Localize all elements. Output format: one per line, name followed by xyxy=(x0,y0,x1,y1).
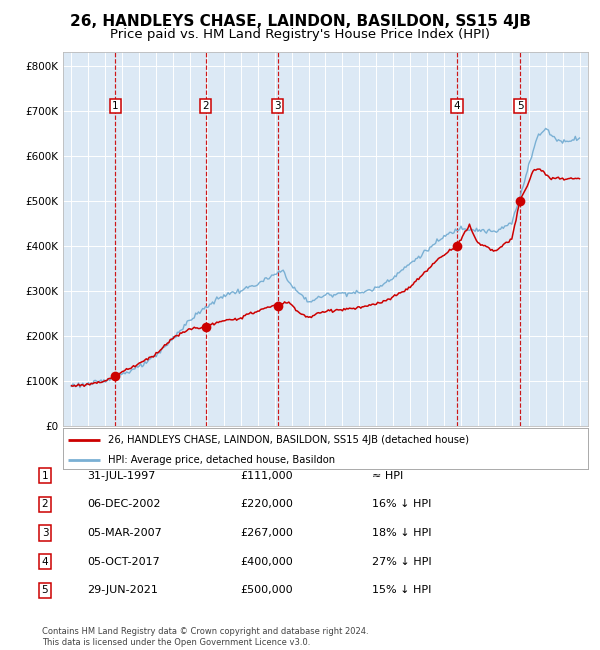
Text: 3: 3 xyxy=(274,101,281,111)
Text: Contains HM Land Registry data © Crown copyright and database right 2024.
This d: Contains HM Land Registry data © Crown c… xyxy=(42,627,368,647)
Text: £267,000: £267,000 xyxy=(240,528,293,538)
Text: 5: 5 xyxy=(41,585,49,595)
Text: 06-DEC-2002: 06-DEC-2002 xyxy=(87,499,161,510)
Text: £400,000: £400,000 xyxy=(240,556,293,567)
Text: 2: 2 xyxy=(202,101,209,111)
Text: Price paid vs. HM Land Registry's House Price Index (HPI): Price paid vs. HM Land Registry's House … xyxy=(110,28,490,41)
Text: 31-JUL-1997: 31-JUL-1997 xyxy=(87,471,155,481)
Text: 1: 1 xyxy=(41,471,49,481)
Text: 1: 1 xyxy=(112,101,118,111)
Text: 5: 5 xyxy=(517,101,523,111)
Text: ≈ HPI: ≈ HPI xyxy=(372,471,403,481)
Text: 2: 2 xyxy=(41,499,49,510)
Text: 15% ↓ HPI: 15% ↓ HPI xyxy=(372,585,431,595)
Text: 16% ↓ HPI: 16% ↓ HPI xyxy=(372,499,431,510)
Text: HPI: Average price, detached house, Basildon: HPI: Average price, detached house, Basi… xyxy=(107,455,335,465)
Text: £220,000: £220,000 xyxy=(240,499,293,510)
Text: 26, HANDLEYS CHASE, LAINDON, BASILDON, SS15 4JB (detached house): 26, HANDLEYS CHASE, LAINDON, BASILDON, S… xyxy=(107,435,469,445)
Text: 4: 4 xyxy=(41,556,49,567)
Text: 05-MAR-2007: 05-MAR-2007 xyxy=(87,528,162,538)
Text: £111,000: £111,000 xyxy=(240,471,293,481)
Text: 18% ↓ HPI: 18% ↓ HPI xyxy=(372,528,431,538)
Text: 05-OCT-2017: 05-OCT-2017 xyxy=(87,556,160,567)
Text: 26, HANDLEYS CHASE, LAINDON, BASILDON, SS15 4JB: 26, HANDLEYS CHASE, LAINDON, BASILDON, S… xyxy=(70,14,530,29)
Text: 4: 4 xyxy=(454,101,460,111)
Text: 29-JUN-2021: 29-JUN-2021 xyxy=(87,585,158,595)
Text: 27% ↓ HPI: 27% ↓ HPI xyxy=(372,556,431,567)
Text: 3: 3 xyxy=(41,528,49,538)
Text: £500,000: £500,000 xyxy=(240,585,293,595)
